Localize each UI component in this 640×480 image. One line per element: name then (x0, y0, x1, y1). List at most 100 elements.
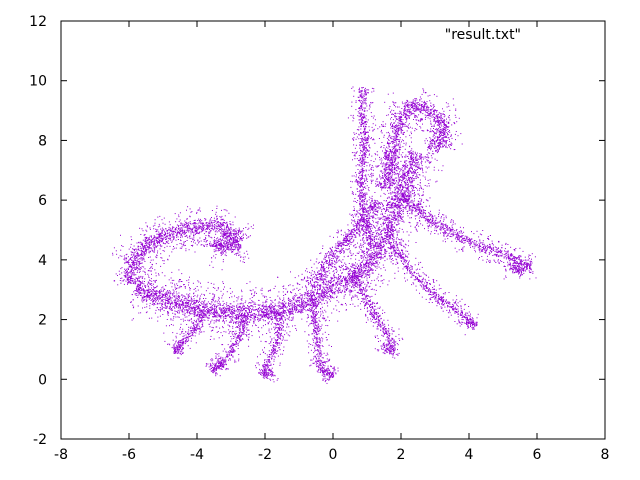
scatter-point (407, 173, 408, 175)
scatter-point (202, 316, 203, 317)
scatter-point (192, 227, 194, 229)
scatter-point (203, 225, 205, 227)
scatter-point (392, 185, 394, 187)
scatter-point (231, 312, 233, 314)
scatter-point (340, 276, 342, 277)
scatter-point (385, 251, 387, 253)
scatter-point (335, 284, 337, 286)
scatter-point (196, 226, 198, 228)
scatter-point (294, 305, 295, 307)
scatter-point (298, 300, 300, 301)
scatter-point (360, 256, 362, 258)
scatter-point (197, 240, 199, 242)
scatter-point (166, 291, 168, 293)
scatter-point (380, 217, 382, 219)
scatter-point (223, 310, 225, 312)
scatter-point (345, 280, 347, 282)
scatter-point (406, 201, 408, 203)
scatter-point (294, 307, 296, 309)
scatter-point (320, 294, 322, 296)
scatter-point (401, 156, 403, 158)
scatter-point (299, 304, 301, 306)
scatter-point (181, 243, 182, 245)
scatter-point (383, 245, 385, 247)
scatter-point (366, 261, 367, 263)
scatter-point (174, 296, 176, 298)
scatter-point (144, 306, 146, 308)
scatter-point (181, 301, 183, 303)
scatter-point (380, 231, 382, 232)
scatter-point (392, 181, 394, 183)
scatter-point (410, 165, 412, 166)
scatter-point (426, 160, 428, 162)
scatter-point (370, 246, 371, 248)
scatter-point (295, 328, 297, 329)
scatter-point (195, 225, 197, 227)
scatter-point (361, 270, 363, 272)
scatter-point (403, 170, 405, 172)
scatter-point (183, 299, 185, 301)
scatter-point (425, 171, 427, 173)
scatter-point (300, 298, 302, 300)
scatter-point (360, 263, 362, 265)
scatter-point (389, 235, 391, 237)
scatter-point (393, 216, 395, 218)
scatter-point (297, 304, 299, 306)
scatter-point (278, 291, 280, 293)
scatter-point (254, 319, 256, 321)
scatter-point (433, 169, 435, 171)
scatter-point (327, 316, 329, 318)
scatter-point (145, 287, 146, 288)
scatter-point (408, 190, 410, 192)
scatter-point (400, 191, 402, 193)
scatter-point (268, 306, 270, 307)
scatter-point (368, 266, 370, 268)
scatter-point (284, 305, 286, 306)
scatter-point (381, 229, 383, 231)
scatter-point (389, 222, 391, 224)
scatter-point (390, 261, 392, 263)
scatter-point (337, 284, 338, 286)
scatter-point (435, 181, 437, 183)
scatter-point (147, 246, 149, 248)
scatter-point (298, 289, 299, 291)
scatter-point (404, 243, 406, 245)
scatter-point (167, 290, 169, 291)
scatter-point (397, 208, 399, 210)
scatter-point (289, 306, 291, 307)
scatter-point (345, 278, 347, 280)
scatter-point (169, 297, 171, 299)
scatter-point (149, 296, 151, 298)
scatter-point (402, 176, 404, 178)
scatter-point (163, 237, 165, 239)
scatter-point (337, 290, 339, 292)
scatter-point (252, 314, 254, 316)
scatter-point (289, 308, 291, 310)
scatter-point (404, 171, 406, 173)
scatter-point (292, 311, 294, 313)
scatter-point (289, 319, 291, 321)
scatter-point (310, 295, 312, 296)
scatter-point (216, 310, 218, 312)
scatter-point (224, 234, 226, 236)
scatter-point (380, 241, 382, 243)
scatter-point (140, 234, 142, 235)
scatter-point (171, 302, 173, 304)
scatter-point (395, 194, 397, 196)
scatter-point (233, 309, 235, 311)
scatter-point (250, 312, 252, 314)
scatter-point (405, 244, 407, 246)
scatter-point (215, 310, 217, 312)
scatter-point (138, 292, 140, 294)
scatter-point (213, 296, 215, 297)
scatter-point (406, 171, 408, 173)
scatter-point (160, 296, 162, 298)
scatter-point (271, 310, 273, 311)
scatter-point (178, 269, 180, 271)
scatter-point (218, 224, 220, 226)
scatter-point (164, 307, 166, 309)
scatter-point (310, 291, 312, 293)
scatter-point (377, 257, 379, 259)
scatter-point (131, 301, 132, 303)
scatter-point (357, 298, 359, 300)
